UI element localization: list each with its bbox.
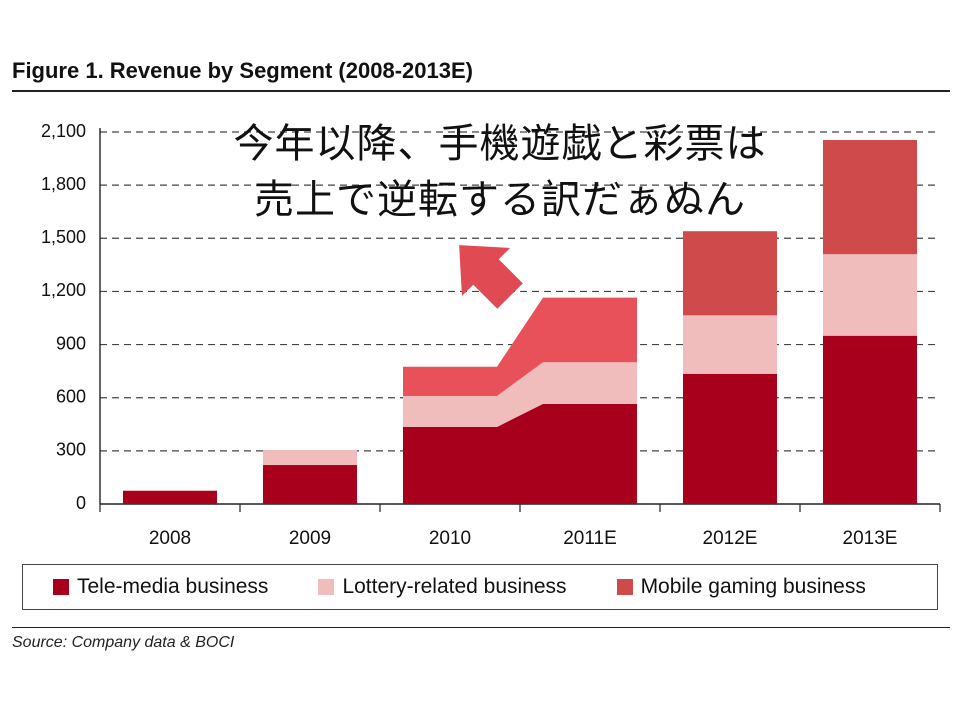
legend-swatch-lottery (318, 579, 335, 595)
bar-segment (123, 490, 217, 504)
legend-item-lottery: Lottery-related business (318, 575, 567, 599)
chart-legend: Tele-media business Lottery-related busi… (22, 564, 938, 610)
x-tick-label: 2011E (563, 528, 617, 549)
bar-segment (683, 231, 777, 316)
source-note: Source: Company data & BOCI (12, 634, 235, 651)
y-tick-label: 300 (56, 440, 86, 460)
bar-segment (823, 254, 917, 336)
bar-segment (683, 373, 777, 504)
y-tick-label: 1,500 (41, 227, 86, 247)
bar-segment (823, 335, 917, 504)
annotation-callout: 今年以降、手機遊戯と彩票は 売上で逆転する訳だぁぬん (200, 116, 800, 228)
chart-area: 0 300 600 900 1,200 1,500 1,800 2,100 2008 2009 20… (41, 121, 941, 549)
legend-label-mobile: Mobile gaming business (640, 575, 866, 598)
bar-segment-bridged (403, 297, 637, 396)
x-tick-label: 2012E (703, 528, 758, 549)
bottom-rule (12, 627, 950, 628)
x-tick-label: 2009 (289, 528, 331, 549)
legend-label-tele: Tele-media business (77, 575, 269, 598)
y-tick-label: 600 (56, 386, 86, 406)
x-tick-label: 2013E (843, 528, 898, 549)
callout-arrow (459, 245, 523, 309)
y-tick-label: 2,100 (41, 121, 86, 141)
bar-segment-bridged (403, 403, 637, 504)
top-rule (12, 90, 950, 92)
callout-line-1: 今年以降、手機遊戯と彩票は (233, 121, 767, 167)
x-tick-label: 2010 (429, 528, 471, 549)
y-tick-label: 1,200 (41, 280, 86, 300)
y-tick-label: 0 (76, 493, 86, 513)
callout-arrow-shape (459, 245, 523, 309)
legend-swatch-mobile (616, 579, 633, 595)
x-tick-label: 2008 (149, 528, 191, 549)
legend-swatch-tele (53, 579, 69, 595)
bar-segment (683, 315, 777, 374)
y-tick-label: 1,800 (41, 174, 86, 194)
legend-label-lottery: Lottery-related business (342, 575, 567, 598)
bar-segment (263, 449, 357, 466)
figure-title: Figure 1. Revenue by Segment (2008-2013E… (12, 58, 473, 83)
bar-segment (823, 139, 917, 255)
legend-item-mobile: Mobile gaming business (616, 575, 866, 599)
y-tick-label: 900 (56, 333, 86, 353)
bar-segment-bridged (403, 362, 637, 427)
callout-line-2: 売上で逆転する訳だぁぬん (254, 177, 746, 223)
bar-segment (263, 465, 357, 504)
legend-item-tele: Tele-media business (53, 575, 268, 599)
